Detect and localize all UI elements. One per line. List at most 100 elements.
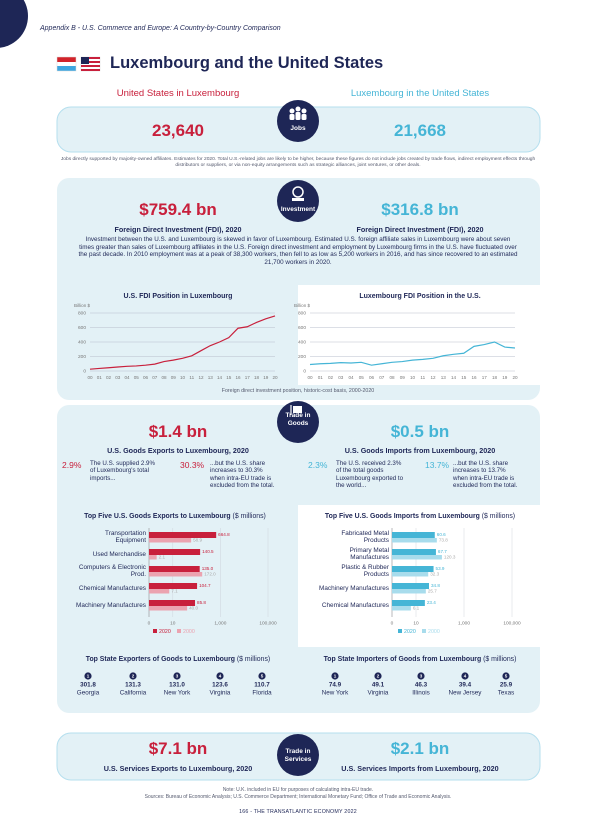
column-heading: Luxembourg in the United States bbox=[350, 88, 490, 99]
y-tick-label: 400 bbox=[78, 339, 86, 345]
bar bbox=[149, 606, 188, 611]
big-number: 23,640 bbox=[152, 121, 204, 140]
state-name: Virginia bbox=[210, 690, 231, 697]
chart-title: U.S. FDI Position in Luxembourg bbox=[124, 293, 233, 300]
chart-unit: ($ millions) bbox=[481, 513, 516, 520]
x-tick-label: 00 bbox=[87, 375, 93, 380]
rank-badge bbox=[374, 672, 382, 680]
state-value: 123.6 bbox=[212, 682, 228, 689]
x-tick-label: 07 bbox=[379, 375, 385, 380]
bar bbox=[392, 555, 442, 560]
x-tick-label: 08 bbox=[161, 375, 167, 380]
big-number: $1.4 bn bbox=[148, 422, 208, 441]
x-tick-label: 19 bbox=[502, 375, 508, 380]
rank-badge bbox=[84, 672, 92, 680]
value-label: 120.3 bbox=[444, 554, 456, 559]
rank: 3 bbox=[176, 674, 179, 679]
x-tick-label: 18 bbox=[492, 375, 498, 380]
bar bbox=[392, 572, 429, 577]
x-tick-label: 09 bbox=[171, 375, 177, 380]
x-tick-label: 14 bbox=[217, 375, 223, 380]
subtitle: U.S. Goods Exports to Luxembourg, 2020 bbox=[107, 446, 249, 455]
x-tick-label: 09 bbox=[400, 375, 406, 380]
x-tick-label: 08 bbox=[389, 375, 395, 380]
category-label: Machinery Manufactures bbox=[76, 601, 146, 609]
x-tick-label: 05 bbox=[134, 375, 140, 380]
state-name: Georgia bbox=[77, 690, 100, 697]
big-number: $0.5 bn bbox=[390, 422, 450, 441]
bar bbox=[149, 555, 157, 560]
rank-badge bbox=[173, 672, 181, 680]
legend-swatch bbox=[153, 629, 157, 633]
subtitle: U.S. Services Imports from Luxembourg, 2… bbox=[341, 764, 499, 773]
subtitle: Foreign Direct Investment (FDI), 2020 bbox=[114, 225, 242, 234]
category-label: Chemical Manufactures bbox=[321, 601, 389, 609]
x-tick-label: 14 bbox=[451, 375, 457, 380]
value-label: 34.8 bbox=[431, 583, 440, 588]
rank: 1 bbox=[87, 674, 90, 679]
x-tick-label: 12 bbox=[198, 375, 204, 380]
bar bbox=[392, 600, 425, 606]
state-name: New York bbox=[164, 690, 191, 697]
badge-label: Jobs bbox=[290, 125, 306, 132]
bar bbox=[149, 589, 170, 594]
bar bbox=[392, 532, 435, 538]
x-tick-label: 18 bbox=[254, 375, 260, 380]
value-label: 73.8 bbox=[439, 537, 448, 542]
x-tick-label: 1,000 bbox=[458, 620, 470, 626]
rank: 4 bbox=[219, 674, 222, 679]
rank-badge bbox=[417, 672, 425, 680]
state-value: 49.1 bbox=[372, 682, 385, 689]
chart-unit: ($ millions) bbox=[236, 656, 271, 663]
state-value: 46.3 bbox=[415, 682, 428, 689]
x-tick-label: 13 bbox=[441, 375, 447, 380]
chart-heading: Top State Exporters of Goods to Luxembou… bbox=[53, 656, 303, 663]
x-tick-label: 10 bbox=[180, 375, 186, 380]
state-name: Texas bbox=[498, 690, 514, 697]
chart-title: Top Five U.S. Goods Imports from Luxembo… bbox=[324, 513, 480, 520]
rank: 5 bbox=[505, 674, 508, 679]
paragraph: Investment between the U.S. and Luxembou… bbox=[78, 236, 518, 266]
stat-text: ...but the U.S. share increases to 13.7%… bbox=[453, 460, 518, 489]
value-label: 140.5 bbox=[202, 549, 214, 554]
bar bbox=[149, 583, 198, 589]
us-flag bbox=[80, 56, 101, 72]
badge bbox=[277, 734, 319, 776]
value-label: 6.1 bbox=[413, 605, 420, 610]
rank-badge bbox=[216, 672, 224, 680]
x-tick-label: 10 bbox=[410, 375, 416, 380]
category-label: Plastic & Rubber Products bbox=[341, 564, 389, 578]
state-value: 110.7 bbox=[254, 682, 270, 689]
x-tick-label: 00 bbox=[307, 375, 313, 380]
chart-unit: ($ millions) bbox=[483, 656, 517, 663]
state-value: 25.9 bbox=[500, 682, 513, 689]
x-tick-label: 16 bbox=[471, 375, 477, 380]
line bbox=[309, 341, 516, 366]
x-tick-label: 05 bbox=[359, 375, 365, 380]
footnote: Note: U.K. included in EU for purposes o… bbox=[222, 787, 374, 793]
state-name: California bbox=[120, 690, 147, 697]
running-title: Appendix B - U.S. Commerce and Europe: A… bbox=[40, 25, 281, 32]
stat-value: 13.7% bbox=[425, 460, 450, 470]
category-label: Chemical Manufactures bbox=[78, 584, 146, 592]
x-tick-label: 10 bbox=[170, 620, 176, 626]
bar bbox=[392, 538, 437, 543]
value-label: 7.1 bbox=[171, 588, 178, 593]
stat-value: 2.9% bbox=[62, 460, 82, 470]
badge bbox=[277, 100, 319, 142]
state-name: New Jersey bbox=[449, 690, 483, 697]
legend-swatch bbox=[422, 629, 426, 633]
big-number: $759.4 bn bbox=[139, 200, 217, 219]
bar bbox=[392, 566, 434, 572]
subtitle: U.S. Services Exports to Luxembourg, 202… bbox=[103, 764, 253, 773]
chart-title: Top State Importers of Goods from Luxemb… bbox=[323, 656, 482, 663]
caption: Foreign direct investment position, hist… bbox=[221, 388, 375, 394]
rank: 1 bbox=[334, 674, 337, 679]
corner-badge bbox=[0, 0, 28, 48]
y-tick-label: 0 bbox=[303, 368, 306, 374]
bar bbox=[149, 532, 217, 538]
state-value: 74.9 bbox=[329, 682, 342, 689]
bar bbox=[392, 583, 429, 589]
bar bbox=[149, 538, 192, 543]
